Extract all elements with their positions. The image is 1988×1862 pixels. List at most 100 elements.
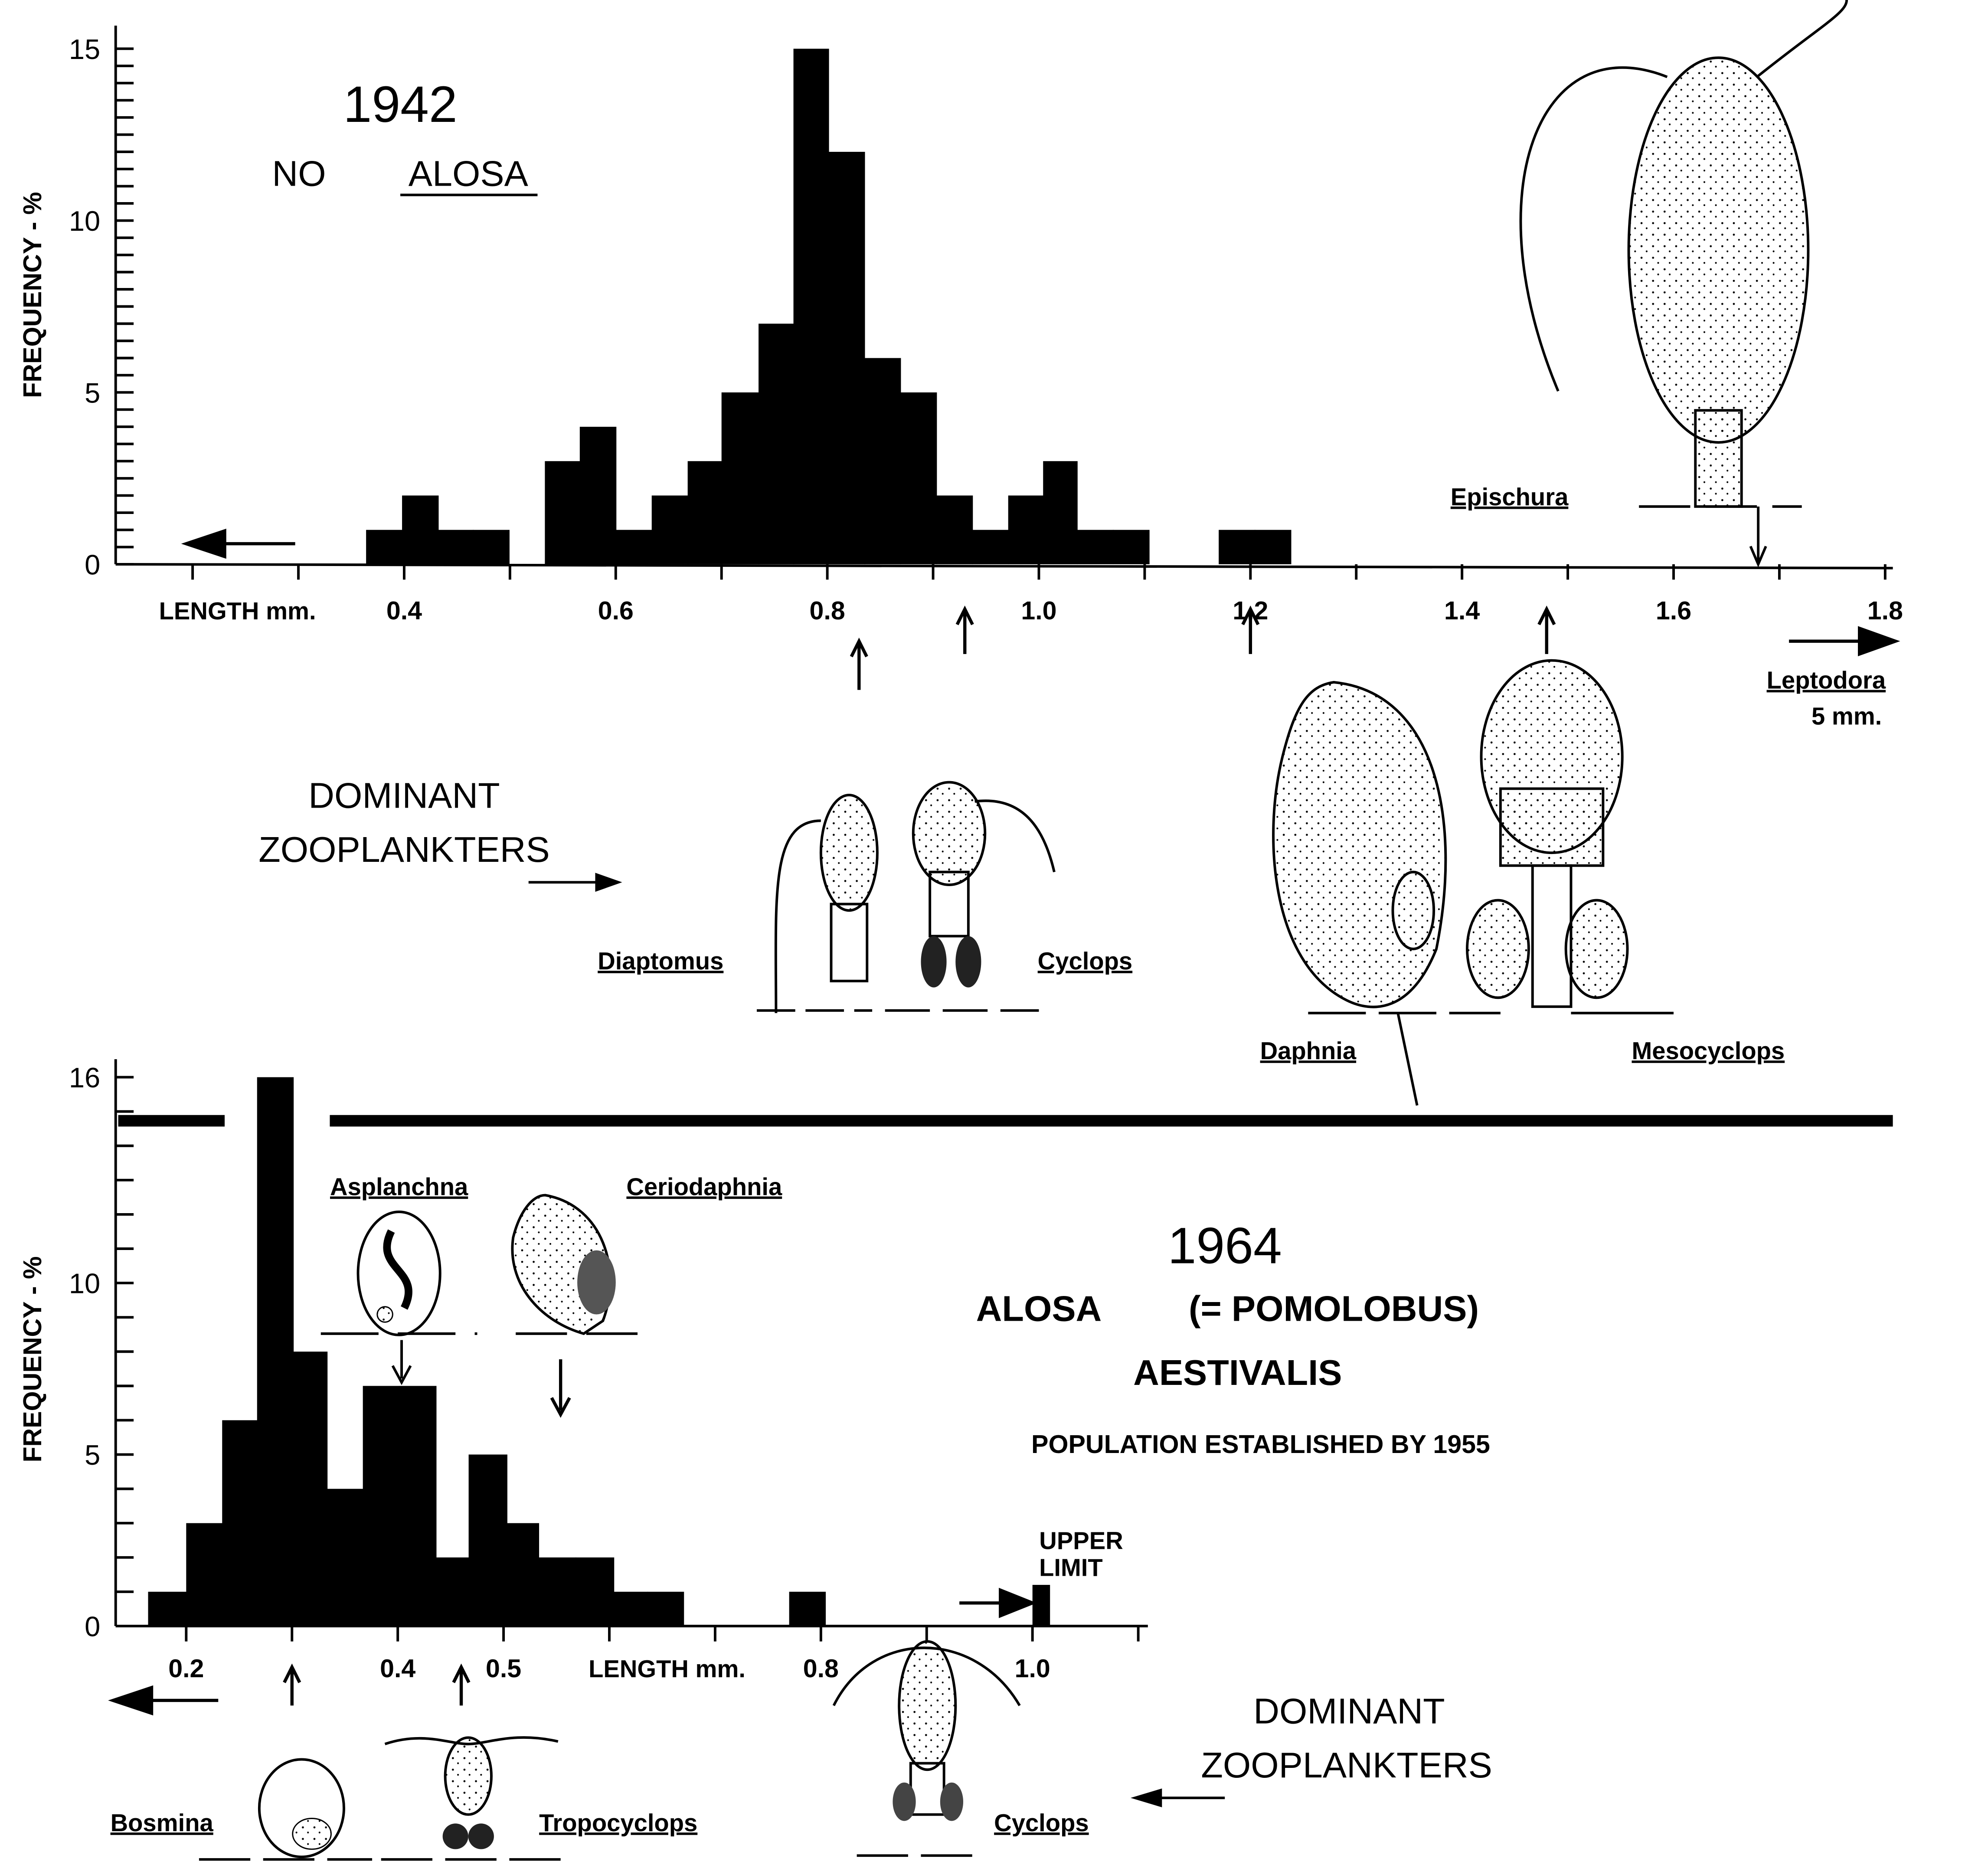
x-tick-label: 0.4 [386, 596, 422, 625]
y-tick-label: 15 [69, 33, 100, 65]
histogram-bar [327, 1489, 364, 1626]
chart-title: 1964 [1168, 1217, 1282, 1274]
size-arrow-icon [955, 605, 974, 654]
y-tick-label: 10 [69, 1268, 100, 1299]
y-tick-label: 16 [69, 1062, 100, 1093]
histogram-bar [402, 495, 439, 564]
size-arrow-icon [452, 1663, 471, 1706]
histogram-bar [1043, 461, 1078, 564]
upper-limit-label: UPPER [1039, 1527, 1123, 1554]
histogram-bar [759, 324, 795, 564]
size-arrow-icon [283, 1663, 301, 1706]
organism-tropocyclops: Tropocyclops [539, 1809, 697, 1836]
histogram-bar [972, 530, 1009, 564]
organism-cyclops: Cyclops [1038, 947, 1132, 975]
subtitle-alosa: ALOSA [409, 154, 529, 194]
y-tick-label: 5 [85, 1439, 100, 1471]
histogram-bar [1008, 495, 1044, 564]
organism-ceriodaphnia: Ceriodaphnia [626, 1173, 782, 1201]
histogram-bar [545, 461, 581, 564]
right-arrow-icon [528, 873, 622, 892]
chart-1964: 0.2 0.4 0.5 0.8 1.0 0 5 10 16 FREQUENCY - % LEN… [18, 1059, 1893, 1861]
zooplankters-label: ZOOPLANKTERS [1201, 1745, 1492, 1785]
subtitle-population: POPULATION ESTABLISHED BY 1955 [1031, 1430, 1490, 1459]
mesocyclops-illustration [1466, 659, 1674, 1014]
daphnia-illustration [1272, 681, 1501, 1106]
x-tick-label: 1.6 [1656, 596, 1691, 625]
zooplankters-label: ZOOPLANKTERS [258, 829, 549, 870]
histogram-bar [399, 1386, 437, 1626]
x-axis-title: LENGTH mm. [159, 597, 316, 625]
cyclops-illustration [885, 781, 1056, 1012]
x-tick-label: 0.6 [598, 596, 634, 625]
histogram-bar [293, 1352, 328, 1626]
x-tick-label: 0.8 [803, 1654, 839, 1683]
x-tick-label: 1.0 [1015, 1654, 1050, 1683]
size-arrow-icon [1537, 605, 1556, 654]
subtitle-alosa: ALOSA [976, 1288, 1102, 1329]
subtitle-no: NO [272, 154, 326, 194]
histogram-bar [473, 530, 510, 564]
left-arrow-icon [1130, 1788, 1225, 1807]
diaptomus-illustration [757, 794, 879, 1013]
histogram-bar [900, 392, 937, 564]
size-arrow-icon [1241, 605, 1260, 654]
y-axis-title: FREQUENCY - % [18, 1256, 47, 1462]
x-tick-label: 1.0 [1021, 596, 1056, 625]
x-tick-label: 1.8 [1867, 596, 1903, 625]
ceriodaphnia-illustration [511, 1194, 654, 1418]
asplanchna-illustration [320, 1211, 477, 1385]
organism-daphnia: Daphnia [1260, 1037, 1357, 1064]
y-tick-label: 0 [85, 1611, 100, 1643]
histogram-bar [579, 426, 617, 564]
histogram-bar [435, 1557, 470, 1626]
organism-leptodora: Leptodora [1767, 667, 1886, 694]
size-arrow-icon [1749, 506, 1767, 568]
histogram-bar [1255, 530, 1292, 564]
upper-limit-label-2: LIMIT [1039, 1554, 1103, 1581]
upper-limit-arrow-icon [959, 1587, 1037, 1618]
x-tick-label: 1.4 [1444, 596, 1480, 625]
dominant-label: DOMINANT [1253, 1691, 1445, 1731]
histogram-bar [828, 152, 865, 564]
left-arrow-icon [181, 528, 295, 559]
organism-epischura: Epischura [1451, 483, 1569, 510]
organism-bosmina: Bosmina [111, 1809, 214, 1836]
x-tick-label: 0.8 [810, 596, 845, 625]
organism-cyclops: Cyclops [994, 1809, 1089, 1836]
left-arrow-icon [108, 1685, 219, 1716]
cyclops-illustration [832, 1640, 1021, 1857]
histogram-bar [222, 1420, 258, 1626]
subtitle-aestivalis: AESTIVALIS [1133, 1352, 1342, 1393]
y-tick-label: 0 [85, 549, 100, 581]
x-tick-label: 0.2 [168, 1654, 204, 1683]
dominant-label: DOMINANT [308, 776, 500, 816]
x-axis-title: LENGTH mm. [589, 1655, 746, 1682]
histogram-bar [793, 49, 829, 564]
histogram-bar [1113, 530, 1150, 564]
leptodora-size: 5 mm. [1811, 702, 1882, 730]
histogram-bar [864, 358, 901, 564]
histogram-bar [1219, 530, 1256, 564]
histogram-bar [1032, 1585, 1050, 1626]
y-axis-title: FREQUENCY - % [18, 192, 47, 398]
histogram-bar [148, 1591, 187, 1626]
bosmina-illustration [199, 1758, 373, 1861]
histogram-bar [186, 1523, 223, 1626]
histogram-bar [647, 1591, 684, 1626]
right-arrow-icon [1789, 626, 1900, 657]
histogram-bar [936, 495, 973, 564]
x-tick-label: 0.5 [486, 1654, 521, 1683]
subtitle-pomolobus: (= POMOLOBUS) [1189, 1288, 1479, 1329]
x-tick-label: 0.4 [380, 1654, 415, 1683]
histogram-bar [613, 1591, 648, 1626]
organism-diaptomus: Diaptomus [598, 947, 723, 975]
histogram-bar [615, 530, 653, 564]
x-axis [115, 563, 1893, 569]
y-tick-label: 5 [85, 377, 100, 409]
histogram-bar [575, 1557, 615, 1626]
size-arrow-icon [850, 638, 868, 690]
histogram-bar [507, 1523, 540, 1626]
